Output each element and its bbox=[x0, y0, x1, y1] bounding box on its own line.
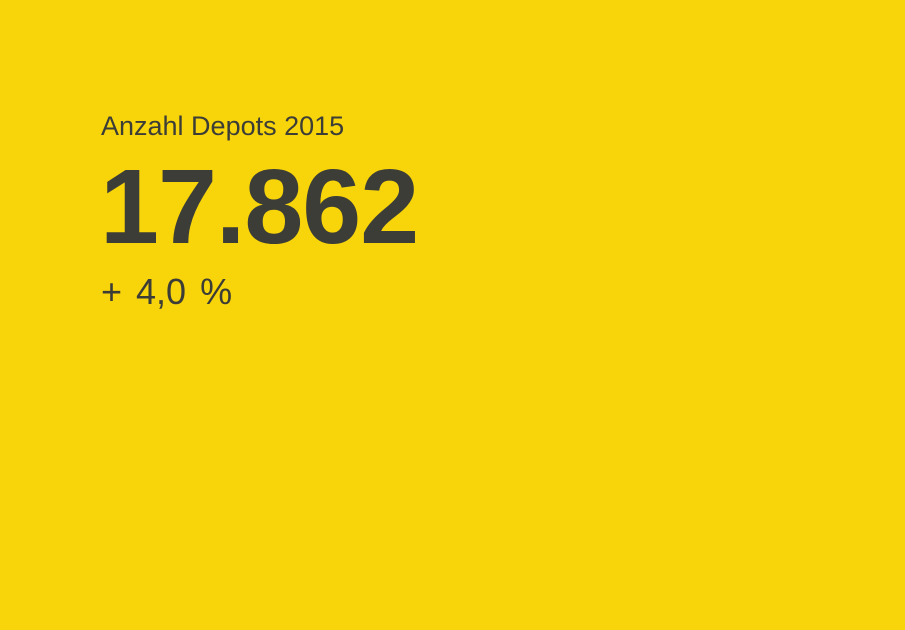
kpi-change: + 4,0 % bbox=[101, 271, 233, 312]
kpi-title: Anzahl Depots 2015 bbox=[101, 111, 345, 141]
kpi-value: 17.862 bbox=[100, 148, 419, 266]
